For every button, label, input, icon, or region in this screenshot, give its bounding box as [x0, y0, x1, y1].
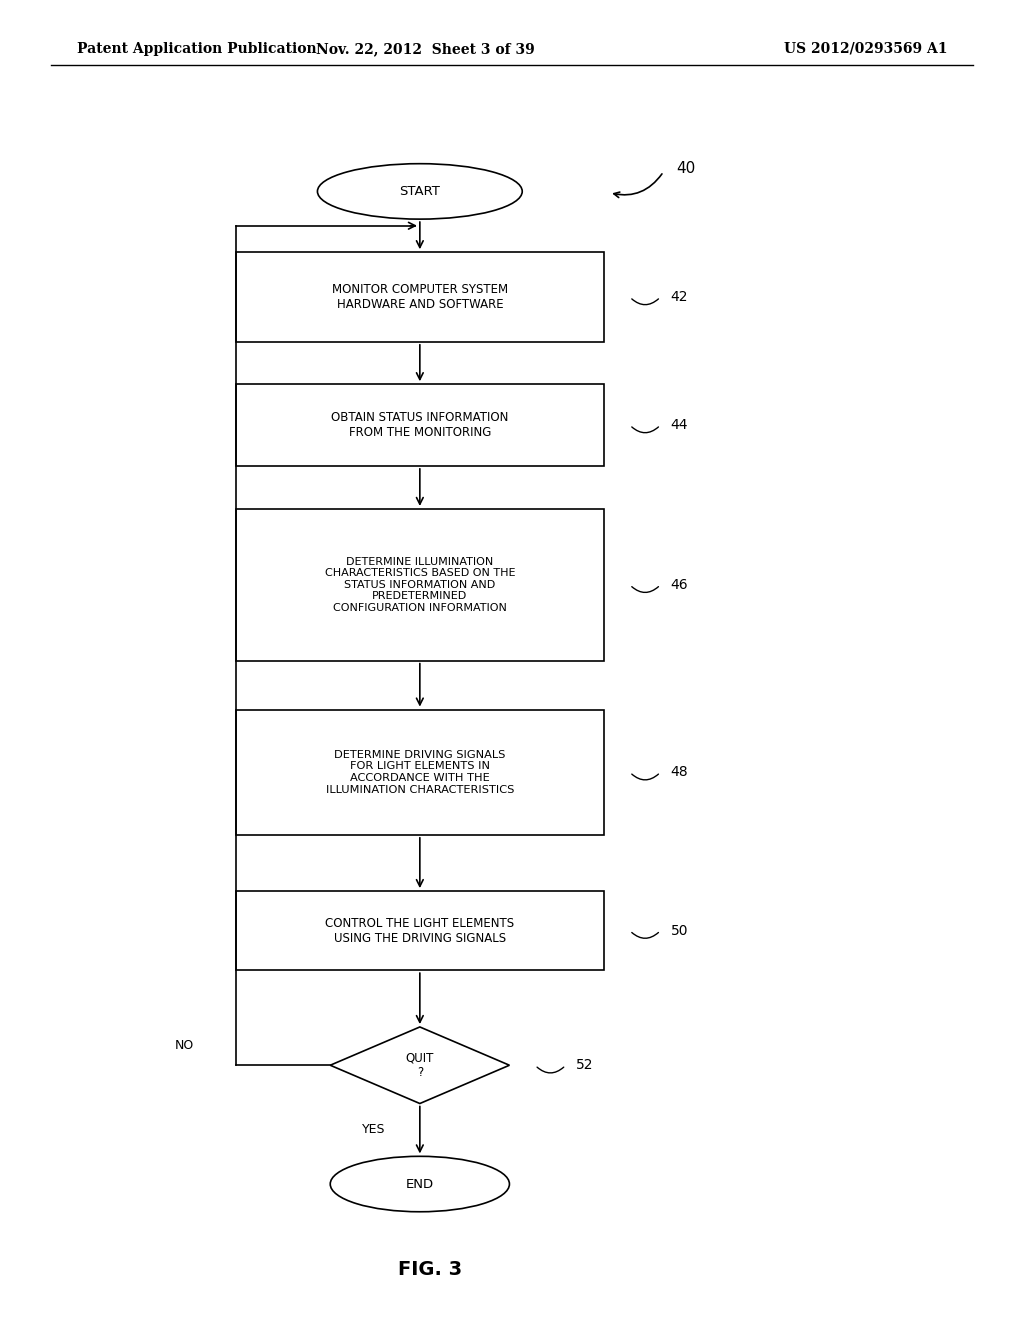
- Text: MONITOR COMPUTER SYSTEM
HARDWARE AND SOFTWARE: MONITOR COMPUTER SYSTEM HARDWARE AND SOF…: [332, 282, 508, 312]
- Text: END: END: [406, 1177, 434, 1191]
- Text: FIG. 3: FIG. 3: [398, 1261, 462, 1279]
- Text: DETERMINE DRIVING SIGNALS
FOR LIGHT ELEMENTS IN
ACCORDANCE WITH THE
ILLUMINATION: DETERMINE DRIVING SIGNALS FOR LIGHT ELEM…: [326, 750, 514, 795]
- Text: 44: 44: [671, 418, 688, 432]
- Text: 52: 52: [575, 1059, 594, 1072]
- FancyBboxPatch shape: [236, 710, 604, 836]
- FancyBboxPatch shape: [236, 252, 604, 342]
- Text: 42: 42: [671, 290, 688, 304]
- Text: QUIT
?: QUIT ?: [406, 1051, 434, 1080]
- Text: 40: 40: [676, 161, 695, 177]
- Text: CONTROL THE LIGHT ELEMENTS
USING THE DRIVING SIGNALS: CONTROL THE LIGHT ELEMENTS USING THE DRI…: [326, 916, 514, 945]
- Text: START: START: [399, 185, 440, 198]
- Text: 46: 46: [671, 578, 688, 591]
- Ellipse shape: [317, 164, 522, 219]
- Text: DETERMINE ILLUMINATION
CHARACTERISTICS BASED ON THE
STATUS INFORMATION AND
PREDE: DETERMINE ILLUMINATION CHARACTERISTICS B…: [325, 557, 515, 612]
- Text: OBTAIN STATUS INFORMATION
FROM THE MONITORING: OBTAIN STATUS INFORMATION FROM THE MONIT…: [331, 411, 509, 440]
- FancyBboxPatch shape: [236, 508, 604, 660]
- Text: NO: NO: [175, 1039, 194, 1052]
- Text: Patent Application Publication: Patent Application Publication: [77, 42, 316, 55]
- FancyBboxPatch shape: [236, 384, 604, 466]
- FancyBboxPatch shape: [236, 891, 604, 970]
- Ellipse shape: [330, 1156, 509, 1212]
- Text: 50: 50: [671, 924, 688, 937]
- Text: US 2012/0293569 A1: US 2012/0293569 A1: [783, 42, 947, 55]
- Polygon shape: [330, 1027, 509, 1104]
- Text: YES: YES: [362, 1123, 385, 1137]
- Text: 48: 48: [671, 766, 688, 779]
- Text: Nov. 22, 2012  Sheet 3 of 39: Nov. 22, 2012 Sheet 3 of 39: [315, 42, 535, 55]
